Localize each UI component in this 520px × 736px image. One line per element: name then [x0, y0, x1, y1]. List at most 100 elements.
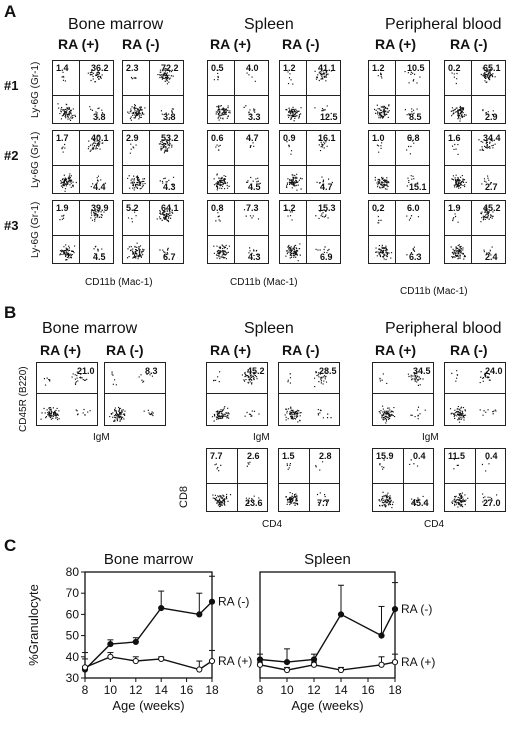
panel-a-xlabel: CD11b (Mac-1) — [400, 286, 468, 297]
scatter-dots — [40, 371, 91, 421]
quadrant-ur-value: 4.7 — [246, 133, 259, 143]
panel-a-row-label: #3 — [4, 218, 19, 233]
flow-plot: 0.9 16.1 4.7 — [279, 130, 341, 194]
quadrant-line — [37, 393, 97, 394]
series-line — [84, 656, 213, 671]
quadrant-line — [237, 449, 238, 511]
quadrant-ul-value: 1.0 — [372, 133, 385, 143]
quadrant-ul-value: 0.6 — [211, 133, 224, 143]
scatter-dots — [375, 210, 420, 261]
quadrant-line — [373, 393, 433, 394]
data-point — [283, 666, 291, 674]
quadrant-lr-value: 4.5 — [248, 182, 261, 192]
flow-plot-cd4-cd8: 7.7 2.6 23.6 — [206, 448, 268, 512]
quadrant-line — [234, 131, 235, 193]
x-axis-label: Age (weeks) — [112, 698, 184, 713]
quadrant-lr-value: 2.4 — [485, 252, 498, 262]
flow-plot: 2.3 72.2 3.8 — [122, 60, 184, 124]
quadrant-line — [149, 61, 150, 123]
quadrant-line — [105, 393, 165, 394]
flow-plot: 0.8 7.3 4.3 — [207, 200, 269, 264]
quadrant-ur-value: 45.2 — [483, 203, 501, 213]
quadrant-ur-value: 65.1 — [483, 63, 501, 73]
x-tick-label: 12 — [129, 683, 143, 697]
data-point — [337, 611, 345, 618]
data-point — [107, 653, 114, 660]
quadrant-line — [395, 201, 396, 263]
quadrant-ur-value: 15.3 — [318, 203, 336, 213]
quadrant-line — [79, 131, 80, 193]
scatter-dots — [451, 457, 498, 508]
quadrant-ur-value: 4.0 — [246, 63, 259, 73]
y-tick-label: 30 — [66, 671, 80, 685]
quadrant-ul-value: 1.7 — [56, 133, 69, 143]
b220-igm-value: 28.5 — [319, 366, 337, 376]
quadrant-line — [149, 131, 150, 193]
quadrant-lr-value: 4.5 — [93, 252, 106, 262]
quadrant-line — [149, 201, 150, 263]
quadrant-lr-value: 3.3 — [248, 112, 261, 122]
scatter-dots — [285, 461, 328, 506]
quadrant-line — [369, 235, 429, 236]
y-tick-label: 70 — [66, 586, 80, 600]
panel-a-xlabel: CD11b (Mac-1) — [230, 277, 298, 288]
data-point — [310, 656, 318, 663]
panel-a-cond: RA (-) — [282, 36, 320, 52]
quadrant-line — [445, 393, 505, 394]
data-point — [378, 632, 385, 639]
series-label: RA (-) — [218, 595, 249, 609]
flow-plot-cd4-cd8: 1.5 2.8 7.7 — [278, 448, 340, 512]
quadrant-line — [475, 449, 476, 511]
quadrant-line — [471, 61, 472, 123]
data-point — [158, 604, 165, 612]
y-tick-label: 50 — [66, 629, 80, 643]
flow-plot: 0.2 65.1 2.9 — [444, 60, 506, 124]
scatter-dots — [374, 136, 419, 190]
quadrant-lr-value: 3.8 — [163, 112, 176, 122]
quadrant-ur-value: 6.8 — [407, 133, 420, 143]
panel-a-cond: RA (-) — [122, 36, 160, 52]
quadrant-line — [279, 393, 339, 394]
quadrant-line — [53, 235, 113, 236]
flow-plot-b220: 24.0 — [444, 362, 506, 426]
scatter-dots — [450, 67, 497, 122]
series-line — [259, 608, 396, 663]
quadrant-ur-value: 36.2 — [91, 63, 109, 73]
quadrant-lr-value: 4.7 — [320, 182, 333, 192]
flow-plot: 5.2 64.1 6.7 — [122, 200, 184, 264]
y-axis-label: %Granulocyte — [26, 584, 41, 666]
panel-c-charts: Bone marrow 8 10 12 14 16 18 Age (weeks) 30 40 50 6… — [26, 551, 435, 713]
quadrant-line — [445, 95, 505, 96]
b220-igm-value: 8.3 — [145, 366, 158, 376]
quadrant-ur-value: 2.6 — [247, 451, 260, 461]
flow-plot-b220: 28.5 — [278, 362, 340, 426]
b220-igm-value: 45.2 — [247, 366, 265, 376]
panel-a-ylabel: Ly-6G (Gr-1) — [30, 131, 41, 188]
flow-plot-cd4-cd8: 15.9 0.4 45.4 — [372, 448, 434, 512]
quadrant-ur-value: 34.4 — [483, 133, 501, 143]
data-point — [256, 661, 264, 668]
quadrant-ul-value: 5.2 — [126, 203, 139, 213]
quadrant-lr-value: 45.4 — [411, 498, 429, 508]
x-tick-label: 16 — [180, 683, 194, 697]
quadrant-ur-value: 2.8 — [319, 451, 332, 461]
data-point — [132, 657, 139, 665]
flow-plot: 1.6 34.4 2.7 — [444, 130, 506, 194]
quadrant-line — [280, 235, 340, 236]
panel-b-cd4-xlabel: CD4 — [424, 519, 445, 530]
scatter-dots — [57, 70, 104, 122]
data-point — [256, 656, 264, 663]
x-tick-label: 8 — [82, 683, 89, 697]
data-point — [378, 661, 385, 668]
quadrant-ul-value: 1.6 — [448, 133, 461, 143]
quadrant-line — [369, 95, 429, 96]
panel-b-igm-xlabel: IgM — [93, 432, 110, 443]
quadrant-ul-value: 2.3 — [126, 63, 139, 73]
quadrant-ul-value: 7.7 — [210, 451, 223, 461]
quadrant-ul-value: 1.2 — [283, 63, 296, 73]
quadrant-lr-value: 4.3 — [248, 252, 261, 262]
data-point — [81, 664, 89, 671]
chart-title: Spleen — [304, 551, 351, 568]
panel-b-cond: RA (-) — [282, 342, 320, 358]
panel-c-letter: C — [4, 536, 17, 555]
